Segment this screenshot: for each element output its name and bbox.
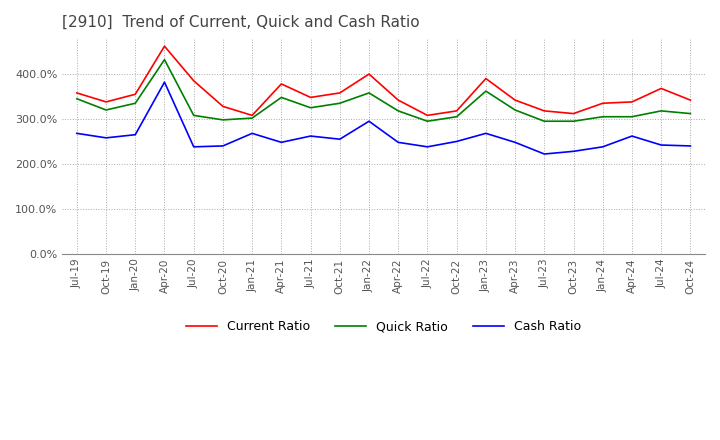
Quick Ratio [73,96,81,101]
Quick Ratio [423,119,432,124]
Cash Ratio [628,133,636,139]
Cash Ratio [570,149,578,154]
Quick Ratio [336,101,344,106]
Cash Ratio [540,151,549,157]
Cash Ratio [189,144,198,150]
Quick Ratio [102,107,110,113]
Current Ratio [423,113,432,118]
Current Ratio [248,113,256,118]
Cash Ratio [306,133,315,139]
Quick Ratio [657,108,665,114]
Quick Ratio [219,117,228,122]
Current Ratio [452,108,461,114]
Current Ratio [131,92,140,97]
Current Ratio [160,44,168,49]
Cash Ratio [598,144,607,150]
Cash Ratio [102,135,110,140]
Cash Ratio [510,139,519,145]
Quick Ratio [189,113,198,118]
Quick Ratio [248,115,256,121]
Current Ratio [394,98,402,103]
Quick Ratio [540,119,549,124]
Current Ratio [189,78,198,84]
Quick Ratio [131,101,140,106]
Text: [2910]  Trend of Current, Quick and Cash Ratio: [2910] Trend of Current, Quick and Cash … [62,15,420,30]
Line: Quick Ratio: Quick Ratio [77,60,690,121]
Current Ratio [598,101,607,106]
Cash Ratio [336,136,344,142]
Cash Ratio [277,139,286,145]
Line: Current Ratio: Current Ratio [77,46,690,115]
Current Ratio [277,81,286,87]
Quick Ratio [394,108,402,114]
Legend: Current Ratio, Quick Ratio, Cash Ratio: Current Ratio, Quick Ratio, Cash Ratio [181,315,587,338]
Cash Ratio [452,139,461,144]
Current Ratio [686,98,695,103]
Quick Ratio [482,88,490,94]
Current Ratio [306,95,315,100]
Cash Ratio [482,131,490,136]
Cash Ratio [657,143,665,148]
Quick Ratio [510,107,519,113]
Cash Ratio [686,143,695,149]
Quick Ratio [598,114,607,119]
Cash Ratio [394,139,402,145]
Cash Ratio [219,143,228,149]
Current Ratio [365,71,374,77]
Quick Ratio [365,90,374,95]
Cash Ratio [131,132,140,137]
Cash Ratio [73,131,81,136]
Current Ratio [628,99,636,105]
Current Ratio [336,90,344,95]
Current Ratio [657,86,665,91]
Line: Cash Ratio: Cash Ratio [77,82,690,154]
Quick Ratio [306,105,315,110]
Quick Ratio [628,114,636,119]
Quick Ratio [452,114,461,119]
Cash Ratio [365,119,374,124]
Current Ratio [482,76,490,81]
Current Ratio [510,98,519,103]
Quick Ratio [686,111,695,116]
Current Ratio [73,90,81,95]
Current Ratio [570,111,578,116]
Quick Ratio [277,95,286,100]
Quick Ratio [570,119,578,124]
Current Ratio [540,108,549,114]
Quick Ratio [160,57,168,62]
Cash Ratio [423,144,432,150]
Cash Ratio [248,131,256,136]
Current Ratio [219,104,228,109]
Cash Ratio [160,80,168,85]
Current Ratio [102,99,110,105]
